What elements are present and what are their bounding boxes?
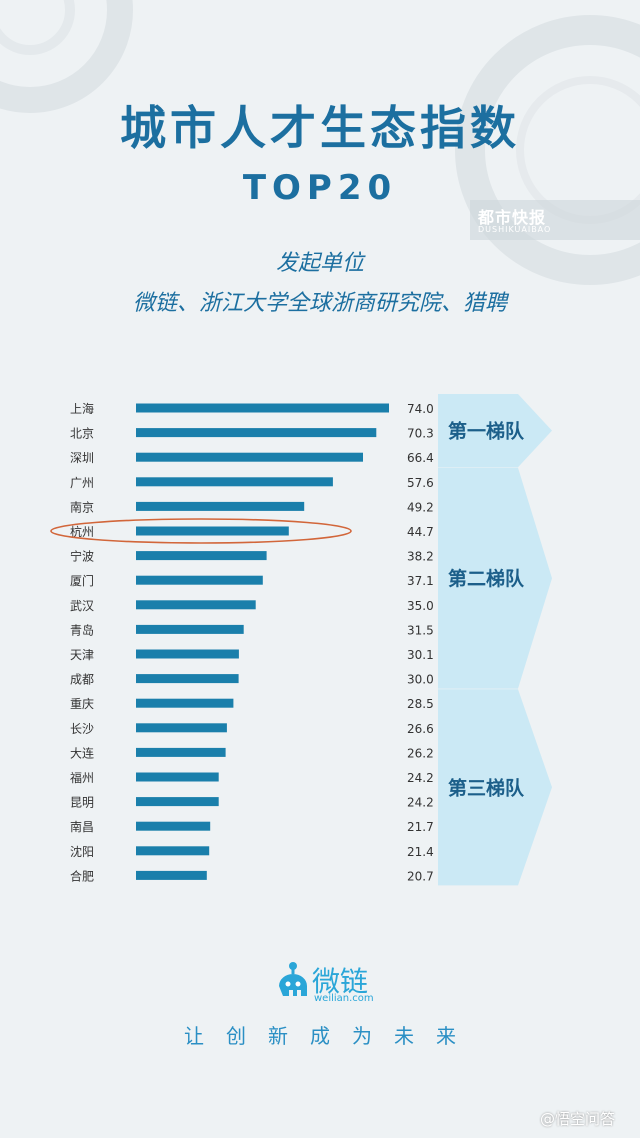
category-label: 天津	[70, 648, 94, 662]
category-label: 青岛	[70, 622, 94, 637]
value-label: 31.5	[407, 623, 434, 637]
value-label: 26.6	[407, 722, 434, 736]
category-label: 成都	[70, 673, 94, 687]
value-label: 26.2	[407, 746, 434, 760]
bar	[136, 797, 219, 807]
value-label: 30.1	[407, 648, 434, 662]
value-label: 35.0	[407, 599, 434, 613]
tier-arrow-3	[438, 689, 552, 886]
category-label: 福州	[70, 770, 94, 785]
category-label: 武汉	[70, 599, 94, 613]
bar	[136, 403, 389, 413]
value-label: 37.1	[407, 574, 434, 588]
category-label: 昆明	[70, 796, 94, 810]
value-label: 24.2	[407, 796, 434, 810]
bar	[136, 452, 363, 462]
sponsor-label: 发起单位	[275, 251, 364, 276]
brand-url: weilian.com	[314, 993, 374, 1004]
category-label: 北京	[70, 427, 94, 441]
bar	[136, 772, 219, 782]
value-label: 21.4	[407, 845, 434, 859]
bar	[136, 501, 305, 511]
watermark-bottom-right: @悟空问答	[540, 1110, 616, 1128]
value-label: 57.6	[407, 476, 434, 490]
bar	[136, 526, 289, 536]
bar	[136, 747, 226, 757]
bar	[136, 649, 239, 659]
category-label: 南昌	[70, 819, 94, 834]
value-label: 66.4	[407, 451, 434, 465]
value-label: 21.7	[407, 820, 434, 834]
value-label: 74.0	[407, 402, 434, 416]
category-label: 上海	[70, 401, 94, 416]
value-label: 24.2	[407, 771, 434, 785]
category-label: 重庆	[70, 697, 94, 711]
category-label: 大连	[70, 745, 94, 760]
bar	[136, 870, 207, 880]
page-subtitle: TOP20	[242, 168, 398, 208]
category-label: 深圳	[70, 451, 94, 465]
bar	[136, 575, 263, 585]
value-label: 20.7	[407, 869, 434, 883]
value-label: 70.3	[407, 427, 434, 441]
category-label: 长沙	[70, 722, 94, 736]
page-title: 城市人才生态指数	[120, 101, 520, 155]
tier-arrow-1	[438, 394, 552, 468]
value-label: 44.7	[407, 525, 434, 539]
value-label: 30.0	[407, 673, 434, 687]
bar	[136, 551, 267, 561]
watermark-top-right-sub: DUSHIKUAIBAO	[478, 225, 552, 234]
bar	[136, 477, 333, 487]
bar	[136, 821, 211, 831]
category-label: 厦门	[70, 573, 94, 588]
category-label: 合肥	[70, 868, 94, 883]
category-label: 杭州	[70, 524, 94, 539]
weilian-logo-icon	[279, 962, 307, 996]
highlight-ellipse	[50, 518, 352, 544]
bar	[136, 723, 227, 733]
category-label: 沈阳	[70, 844, 94, 859]
value-label: 49.2	[407, 500, 434, 514]
bar	[136, 428, 377, 438]
watermark-top-right: 都市快报	[478, 208, 547, 227]
tier-label-2: 第二梯队	[448, 567, 525, 590]
sponsor-names: 微链、浙江大学全球浙商研究院、猎聘	[132, 291, 507, 316]
tier-arrow-2	[438, 467, 552, 689]
brand-name: 微链	[312, 965, 369, 998]
category-label: 宁波	[70, 549, 94, 564]
bar	[136, 674, 239, 684]
bar	[136, 846, 210, 856]
bar	[136, 600, 256, 610]
bar	[136, 698, 234, 708]
value-label: 28.5	[407, 697, 434, 711]
brand-slogan: 让创新成为未来	[184, 1024, 478, 1048]
tier-label-1: 第一梯队	[448, 420, 525, 443]
tier-label-3: 第三梯队	[448, 776, 525, 799]
bar	[136, 624, 244, 634]
value-label: 38.2	[407, 550, 434, 564]
category-label: 广州	[70, 476, 94, 490]
category-label: 南京	[70, 499, 94, 514]
